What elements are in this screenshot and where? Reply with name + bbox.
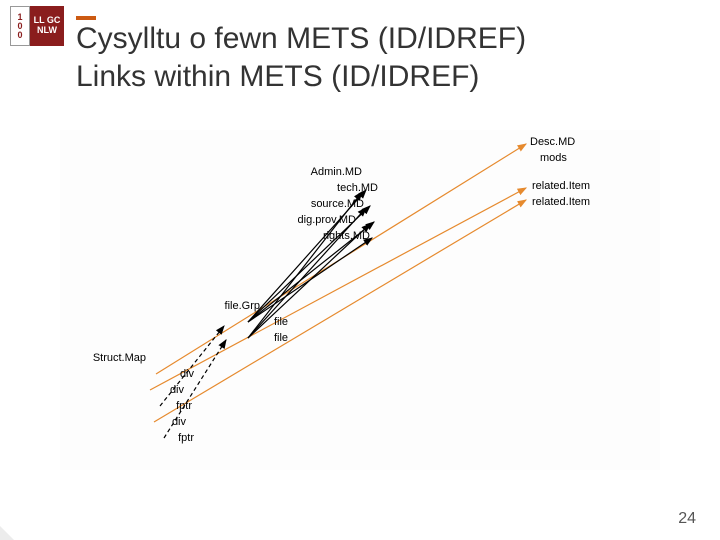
node-rightsmd: rights.MD bbox=[60, 230, 370, 242]
logo-right: LL GC NLW bbox=[30, 6, 64, 46]
slide-title: Cysylltu o fewn METS (ID/IDREF) Links wi… bbox=[76, 20, 690, 95]
node-div3: div bbox=[60, 416, 186, 428]
logo-left-3: 0 bbox=[17, 31, 22, 40]
logo-right-l2: NLW bbox=[37, 26, 57, 36]
node-techmd: tech.MD bbox=[60, 182, 378, 194]
corner-fold-icon bbox=[0, 526, 14, 540]
title-line-1: Cysylltu o fewn METS (ID/IDREF) bbox=[76, 20, 690, 58]
node-sourcemd: source.MD bbox=[60, 198, 364, 210]
node-fptr2: fptr bbox=[60, 432, 194, 444]
node-rel2: related.Item bbox=[532, 196, 590, 208]
logo-left: 1 0 0 bbox=[10, 6, 30, 46]
node-descmd: Desc.MD bbox=[530, 136, 575, 148]
node-fptr1: fptr bbox=[60, 400, 192, 412]
node-file2: file bbox=[60, 332, 288, 344]
arrow bbox=[248, 238, 372, 322]
title-line-2: Links within METS (ID/IDREF) bbox=[76, 58, 690, 96]
node-div1: div bbox=[60, 368, 194, 380]
node-adminmd: Admin.MD bbox=[60, 166, 362, 178]
page-number: 24 bbox=[678, 510, 696, 528]
node-div2: div bbox=[60, 384, 184, 396]
node-digprov: dig.prov.MD bbox=[60, 214, 356, 226]
node-structmap: Struct.Map bbox=[60, 352, 146, 364]
node-file1: file bbox=[60, 316, 288, 328]
logo: 1 0 0 LL GC NLW bbox=[10, 6, 64, 46]
node-rel1: related.Item bbox=[532, 180, 590, 192]
node-filegrp: file.Grp bbox=[60, 300, 260, 312]
mets-link-diagram: Desc.MD mods related.Item related.Item Admin… bbox=[60, 130, 660, 470]
node-mods: mods bbox=[540, 152, 567, 164]
